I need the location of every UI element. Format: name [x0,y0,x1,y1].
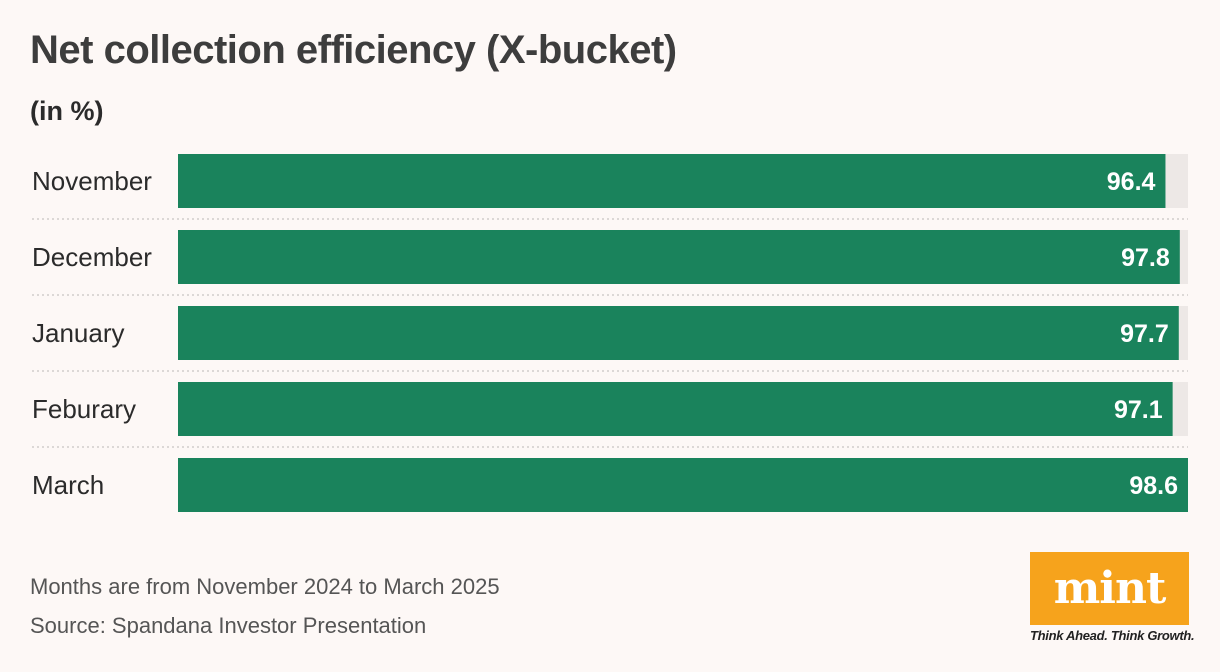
value-label: 97.7 [1120,320,1169,348]
value-label: 97.1 [1114,396,1163,424]
chart-subtitle: (in %) [30,96,104,126]
mint-logo: mint [1030,552,1189,625]
value-label: 98.6 [1129,472,1178,500]
category-label: March [32,470,104,500]
bar [178,306,1179,360]
mint-logo-text: mint [1053,563,1167,614]
bar [178,230,1180,284]
value-label: 97.8 [1121,244,1170,272]
category-label: December [32,242,152,272]
bar [178,154,1166,208]
bar-chart: 96.4 November 97.8 December 97.7 January 97.1 F… [32,154,1188,512]
source-note: Source: Spandana Investor Presentation [30,613,427,638]
bar [178,458,1188,512]
chart-title: Net collection efficiency (X-bucket) [30,28,677,72]
category-label: November [32,166,152,196]
period-note: Months are from November 2024 to March 2… [30,574,500,599]
bar [178,382,1173,436]
value-label: 96.4 [1107,168,1156,196]
category-label: Feburary [32,394,136,424]
logo-tagline: Think Ahead. Think Growth. [1030,628,1195,643]
category-label: January [32,318,125,348]
